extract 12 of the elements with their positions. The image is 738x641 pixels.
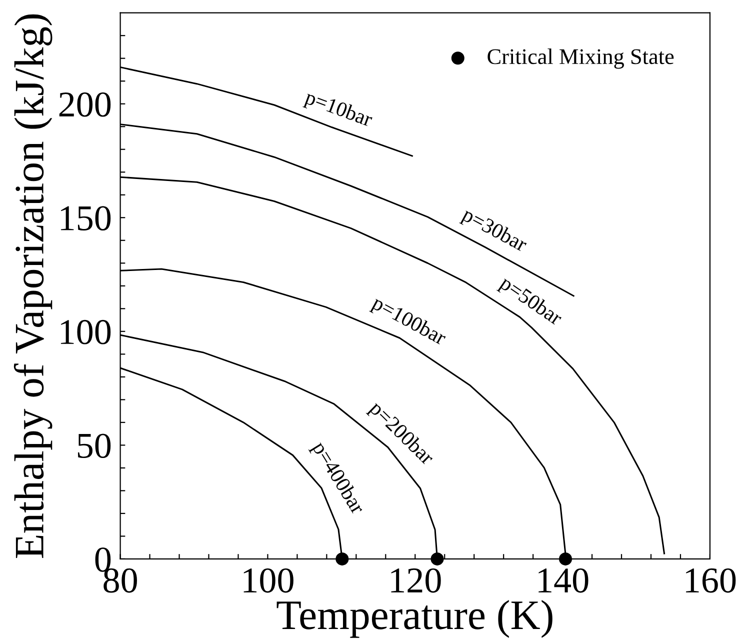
text: p=10bar	[302, 89, 374, 131]
y-tick-label: 50	[78, 434, 111, 458]
x-tick-label: 120	[391, 568, 441, 593]
x-tick-label: 100	[244, 568, 294, 593]
y-axis-title: Enthalpy of Vaporization (kJ/kg)	[14, 14, 52, 558]
x-axis-title: Temperature (K)	[276, 600, 552, 638]
x-tick-label: 160	[686, 568, 736, 593]
y-tick-label: 100	[60, 320, 111, 344]
y-tick-label: 200	[59, 92, 111, 117]
y-tick-label: 150	[60, 206, 111, 231]
legend-label: Critical Mixing State	[488, 48, 674, 69]
x-tick-label: 140	[538, 568, 588, 593]
